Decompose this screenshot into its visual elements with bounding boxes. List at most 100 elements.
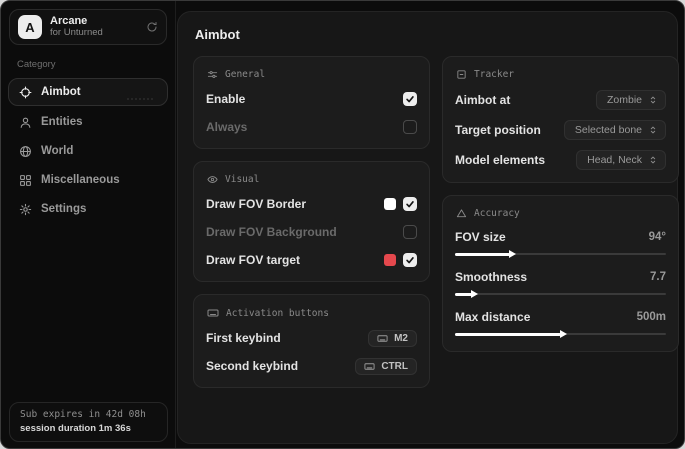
app-logo: A [18,15,42,39]
fov-border-color-swatch[interactable] [384,198,396,210]
setting-label: Enable [206,92,246,106]
setting-row: Model elements Head, Neck [455,150,666,170]
card-header-label: Visual [225,174,260,185]
main-panel: Aimbot General Enable [177,11,679,444]
entities-icon [19,116,32,129]
setting-label: Max distance [455,310,531,324]
fov-target-checkbox[interactable] [403,253,417,267]
fov-size-value: 94° [648,231,666,243]
fov-background-checkbox[interactable] [403,225,417,239]
triangle-icon [456,208,467,219]
slider-thumb[interactable] [455,330,566,338]
slider-thumb[interactable] [455,290,478,298]
enable-checkbox[interactable] [403,92,417,106]
globe-icon [19,145,32,158]
keyboard-icon [377,333,388,344]
max-distance-value: 500m [636,311,666,323]
setting-row: Aimbot at Zombie [455,90,666,110]
setting-label: Model elements [455,153,546,167]
app-header: A Arcane for Unturned [9,9,167,45]
aimbot-at-select[interactable]: Zombie [595,90,666,110]
setting-row: Enable [206,90,417,108]
page-title: Aimbot [195,27,240,42]
model-elements-select[interactable]: Head, Neck [576,150,666,170]
card-header-label: Tracker [474,69,515,80]
select-value: Head, Neck [587,154,642,166]
chevron-up-down-icon [648,155,658,165]
first-keybind-button[interactable]: M2 [368,329,417,347]
setting-row: Draw FOV target [206,251,417,269]
keybind-value: CTRL [381,360,408,372]
slider-row: FOV size 94° [455,230,666,259]
select-value: Zombie [606,94,642,106]
card-header-label: Activation buttons [226,307,329,319]
setting-row: Target position Selected bone [455,120,666,140]
setting-label: First keybind [206,331,281,345]
second-keybind-button[interactable]: CTRL [355,357,417,375]
general-card: General Enable Always [193,56,430,149]
sidebar-item-world[interactable]: World [8,138,168,164]
tracker-card: Tracker Aimbot at Zombie Target position [442,56,679,183]
activation-card: Activation buttons First keybind M2 Seco… [193,294,430,388]
setting-label: Second keybind [206,359,299,373]
keyboard-icon [364,361,375,372]
always-checkbox[interactable] [403,120,417,134]
setting-label: FOV size [455,230,506,244]
keybind-value: M2 [394,332,408,344]
fov-target-color-swatch[interactable] [384,254,396,266]
fov-size-slider[interactable] [455,249,666,259]
select-value: Selected bone [574,124,642,136]
sidebar-item-label: Aimbot [41,86,81,98]
sidebar-item-miscellaneous[interactable]: Miscellaneous [8,167,168,193]
smoothness-value: 7.7 [650,271,666,283]
gear-icon [19,203,32,216]
sidebar-item-label: Miscellaneous [41,174,120,186]
sync-icon[interactable] [146,21,158,33]
app-name: Arcane [50,15,88,28]
setting-row: Draw FOV Border [206,195,417,213]
sidebar-item-entities[interactable]: Entities [8,109,168,135]
card-header-label: General [225,69,266,80]
setting-row: Draw FOV Background [206,223,417,241]
eye-icon [207,174,218,185]
max-distance-slider[interactable] [455,329,666,339]
visual-card: Visual Draw FOV Border Draw FOV Backgrou… [193,161,430,282]
subscription-info: Sub expires in 42d 08h session duration … [9,402,168,442]
sliders-icon [207,69,218,80]
left-column: General Enable Always [193,56,430,400]
accuracy-card: Accuracy FOV size 94° [442,195,679,352]
slider-track [455,293,666,295]
card-header-label: Accuracy [474,208,520,219]
slider-thumb[interactable] [455,250,516,258]
tracker-icon [456,69,467,80]
chevron-up-down-icon [648,125,658,135]
setting-label: Smoothness [455,270,528,284]
sub-expiry-text: Sub expires in 42d 08h [20,409,146,420]
slider-track [455,253,666,255]
sidebar-nav: Aimbot Entities World [1,78,175,222]
setting-row: Second keybind CTRL [206,357,417,375]
smoothness-slider[interactable] [455,289,666,299]
selected-item-decoration [127,98,153,100]
setting-row: First keybind M2 [206,329,417,347]
sidebar-item-label: Entities [41,116,83,128]
session-duration-text: session duration 1m 36s [20,423,131,434]
slider-row: Smoothness 7.7 [455,270,666,299]
fov-border-checkbox[interactable] [403,197,417,211]
slider-row: Max distance 500m [455,310,666,339]
setting-label: Draw FOV Background [206,225,337,239]
setting-row: Always [206,118,417,136]
app-subtitle: for Unturned [50,27,103,39]
sidebar-item-label: World [41,145,74,157]
sidebar: A Arcane for Unturned Category Aimbot [1,1,176,448]
setting-label: Aimbot at [455,93,511,107]
target-position-select[interactable]: Selected bone [563,120,666,140]
sidebar-item-label: Settings [41,203,87,215]
crosshair-icon [19,86,32,99]
chevron-up-down-icon [648,95,658,105]
category-label: Category [17,59,56,70]
app-names: Arcane for Unturned [50,15,138,39]
sidebar-item-aimbot[interactable]: Aimbot [8,78,168,106]
sidebar-item-settings[interactable]: Settings [8,196,168,222]
